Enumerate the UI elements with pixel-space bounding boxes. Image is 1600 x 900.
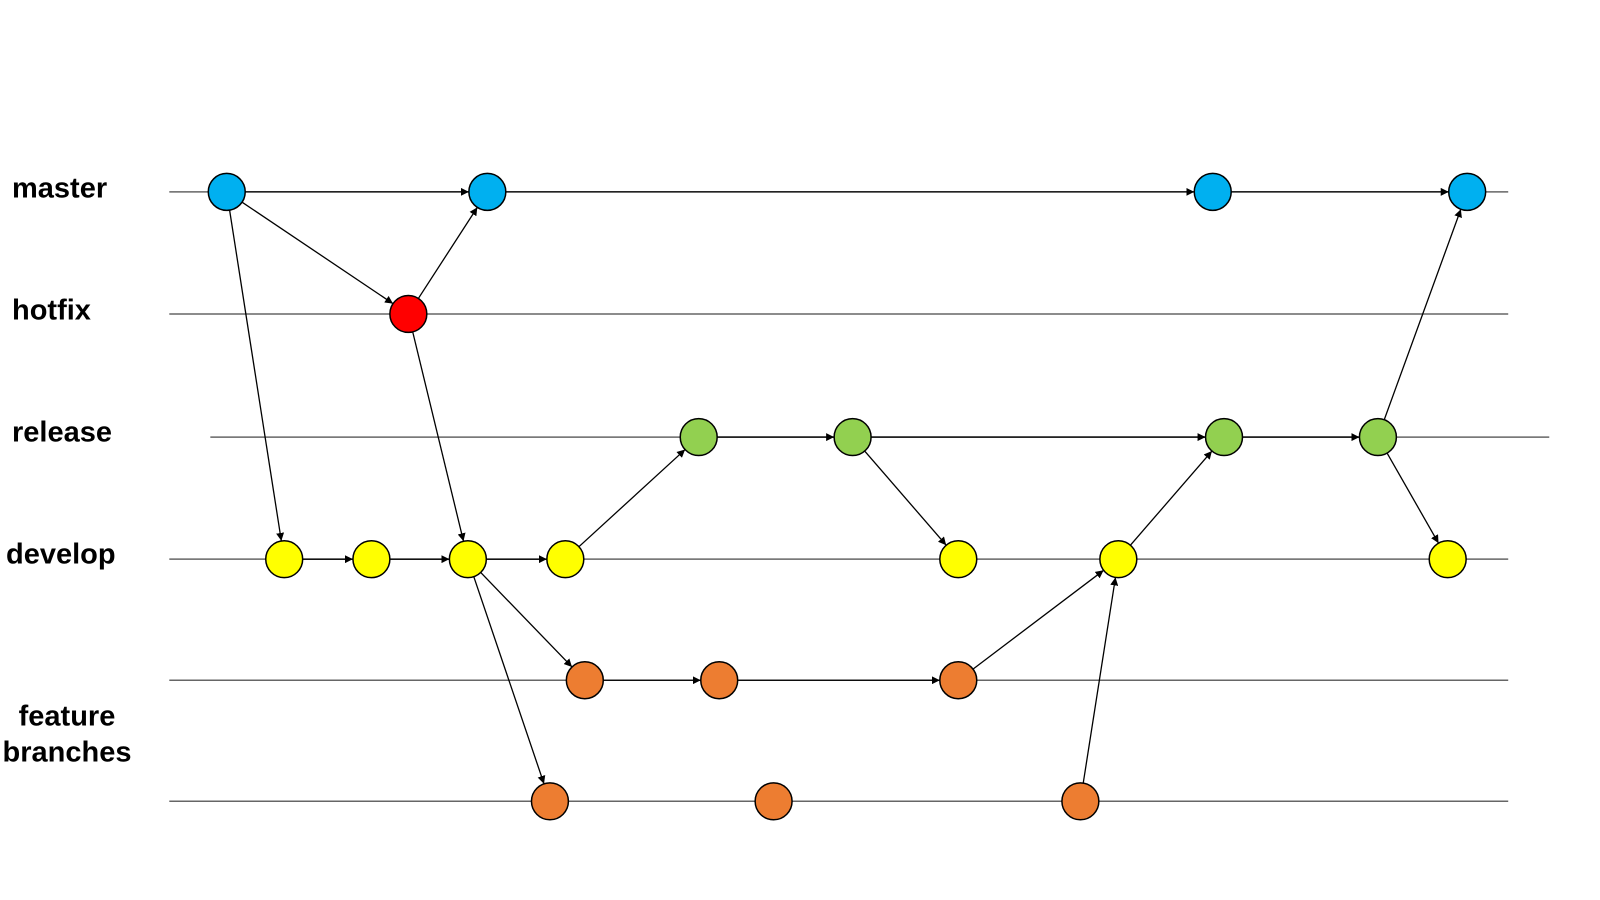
commit — [1193, 172, 1232, 212]
lanes — [169, 191, 1550, 803]
arrow — [480, 572, 573, 668]
arrow — [1383, 208, 1462, 420]
commit — [939, 539, 978, 579]
commit — [389, 294, 428, 334]
arrow — [228, 210, 285, 542]
lane-label: feature — [19, 701, 116, 733]
arrow — [241, 201, 394, 305]
commit — [448, 539, 488, 579]
edges — [228, 187, 1462, 785]
commit — [565, 661, 605, 700]
commit — [679, 417, 718, 457]
lane-label: master — [12, 173, 107, 205]
commit — [1061, 782, 1100, 821]
commit — [939, 661, 978, 700]
arrow — [1082, 577, 1119, 784]
commit — [207, 172, 246, 212]
lane-label: release — [12, 417, 112, 449]
lane-label: branches — [3, 737, 132, 769]
arrow — [864, 450, 947, 546]
lane-label: develop — [6, 539, 116, 571]
commit — [700, 661, 739, 700]
arrow — [1129, 450, 1213, 546]
arrow — [1386, 452, 1440, 544]
arrow — [578, 449, 686, 548]
commit — [1204, 417, 1244, 457]
commit — [754, 782, 793, 821]
commit — [468, 172, 507, 212]
commit — [1447, 172, 1487, 212]
commit — [1428, 539, 1467, 579]
arrow — [972, 569, 1105, 670]
lane-label: hotfix — [12, 295, 91, 327]
commits — [207, 172, 1487, 821]
arrow — [473, 576, 546, 785]
arrow — [417, 207, 478, 299]
commit — [1358, 417, 1398, 457]
commit — [833, 417, 872, 457]
arrow — [412, 331, 466, 542]
commit — [530, 782, 570, 821]
commit — [264, 539, 304, 579]
commit — [546, 539, 585, 579]
commit — [352, 539, 391, 579]
commit — [1099, 539, 1138, 579]
